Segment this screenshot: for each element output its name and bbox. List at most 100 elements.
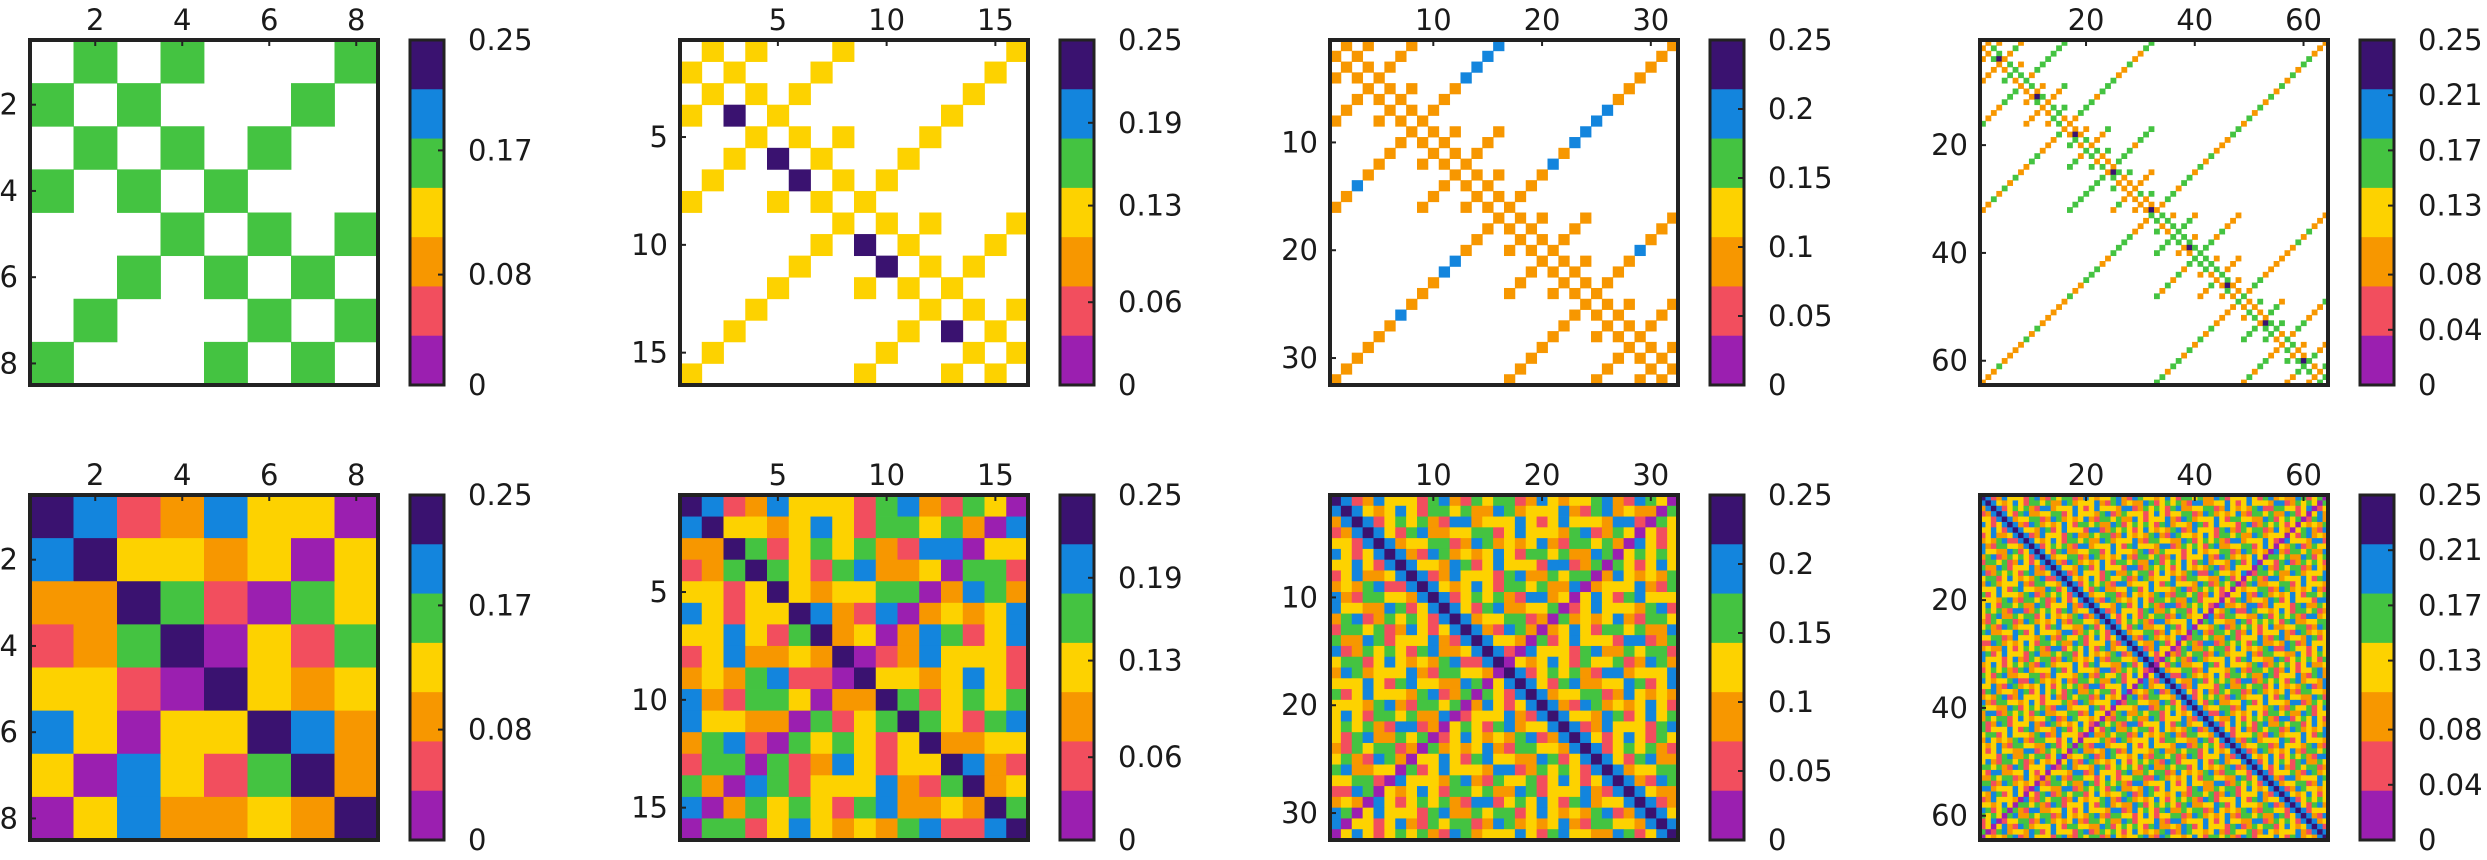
heatmap-cell [723, 796, 746, 819]
heatmap-cell [2126, 516, 2133, 523]
heatmap-cell [2094, 147, 2101, 154]
heatmap-cell [2262, 521, 2269, 528]
heatmap-cell [788, 667, 811, 690]
colorbar-segment [1060, 237, 1094, 287]
heatmap-cell [1623, 83, 1635, 95]
heatmap-cell [2094, 721, 2101, 728]
heatmap-cell [2202, 656, 2209, 663]
heatmap-cell [2115, 662, 2122, 668]
heatmap-cell [832, 689, 855, 712]
heatmap-cell [2208, 656, 2215, 663]
heatmap-cell [2061, 586, 2068, 593]
heatmap-cell [2208, 261, 2215, 267]
heatmap-cell [2181, 565, 2188, 571]
heatmap-cell [2099, 586, 2106, 593]
heatmap-cell [897, 689, 920, 712]
heatmap-cell [2143, 174, 2149, 181]
heatmap-cell [2170, 689, 2177, 695]
heatmap-cell [2126, 716, 2133, 722]
heatmap-cell [1601, 818, 1614, 830]
heatmap-cell [2077, 721, 2084, 728]
heatmap-cell [30, 667, 74, 712]
heatmap-cell [2289, 527, 2296, 534]
heatmap-cell [2208, 538, 2215, 544]
heatmap-cell [1460, 699, 1472, 712]
colorbar-tick-label: 0.17 [468, 588, 533, 622]
x-tick-label: 30 [1632, 3, 1669, 37]
heatmap-cell [2279, 320, 2285, 327]
heatmap-cell [1569, 602, 1581, 614]
heatmap-cell [1362, 721, 1374, 733]
heatmap-cell [2241, 656, 2247, 663]
heatmap-cell [2235, 683, 2242, 690]
heatmap-cell [2115, 640, 2122, 647]
heatmap-cell [2050, 543, 2057, 550]
heatmap-cell [1471, 635, 1483, 647]
heatmap-cell [2018, 495, 2024, 501]
heatmap-cell [2208, 559, 2215, 566]
heatmap-cell [854, 559, 877, 582]
heatmap-cell [2148, 554, 2155, 561]
heatmap-cell [2241, 640, 2247, 647]
heatmap-cell [2213, 656, 2220, 663]
heatmap-cell [745, 581, 768, 604]
heatmap-cell [767, 732, 790, 755]
heatmap-cell [2230, 699, 2236, 706]
heatmap-cell [2317, 635, 2323, 641]
heatmap-cell [2137, 618, 2144, 625]
heatmap-cell [2246, 624, 2253, 631]
heatmap-cell [2023, 597, 2030, 604]
heatmap-cell [1340, 699, 1353, 712]
heatmap-cell [1330, 559, 1342, 571]
heatmap-cell [788, 818, 811, 841]
heatmap-cell [2284, 602, 2291, 609]
colorbar-segment [1710, 138, 1744, 189]
heatmap-cell [1427, 624, 1440, 636]
heatmap-cell [1340, 516, 1353, 528]
heatmap-cell [2284, 592, 2291, 598]
heatmap-cell [788, 516, 811, 539]
heatmap-cell [1558, 786, 1570, 798]
heatmap-cell [2257, 710, 2264, 717]
heatmap-cell [291, 667, 335, 712]
heatmap-cell [1990, 548, 1997, 555]
heatmap-cell [2083, 521, 2090, 528]
heatmap-cell [2230, 505, 2236, 512]
heatmap-cell [2115, 505, 2122, 512]
heatmap-cell [1438, 645, 1451, 658]
heatmap-cell [2317, 575, 2323, 582]
heatmap-cell [2126, 234, 2133, 240]
heatmap-cell [2170, 234, 2177, 240]
heatmap-cell [1340, 796, 1353, 809]
heatmap-cell [2072, 532, 2079, 539]
heatmap-cell [2088, 142, 2095, 149]
heatmap-cell [1460, 732, 1472, 744]
heatmap-cell [1340, 829, 1353, 841]
heatmap-cell [2317, 689, 2323, 695]
heatmap-cell [2170, 511, 2177, 517]
heatmap-cell [2262, 651, 2269, 658]
heatmap-cell [875, 212, 898, 235]
x-tick-label: 8 [347, 458, 365, 492]
heatmap-cell [2295, 521, 2302, 528]
heatmap-cell [1471, 667, 1483, 679]
heatmap-cell [2007, 694, 2014, 701]
heatmap-cell [832, 516, 855, 539]
heatmap-cell [2306, 516, 2313, 523]
heatmap-cell [2148, 207, 2155, 213]
heatmap-cell [2202, 255, 2209, 262]
heatmap-cell [2322, 645, 2329, 652]
heatmap-cell [2045, 516, 2052, 523]
heatmap-cell [2007, 565, 2014, 571]
heatmap-cell [2235, 521, 2242, 528]
heatmap-cell [1438, 581, 1451, 593]
heatmap-cell [1493, 645, 1505, 658]
heatmap-cell [2110, 597, 2117, 604]
heatmap-cell [2088, 511, 2095, 517]
heatmap-cell [1449, 645, 1461, 658]
heatmap-cell [2197, 662, 2204, 668]
heatmap-cell [2224, 548, 2231, 555]
heatmap-cell [1656, 775, 1668, 787]
heatmap-cell [1427, 667, 1440, 679]
heatmap-cell [2262, 559, 2269, 566]
